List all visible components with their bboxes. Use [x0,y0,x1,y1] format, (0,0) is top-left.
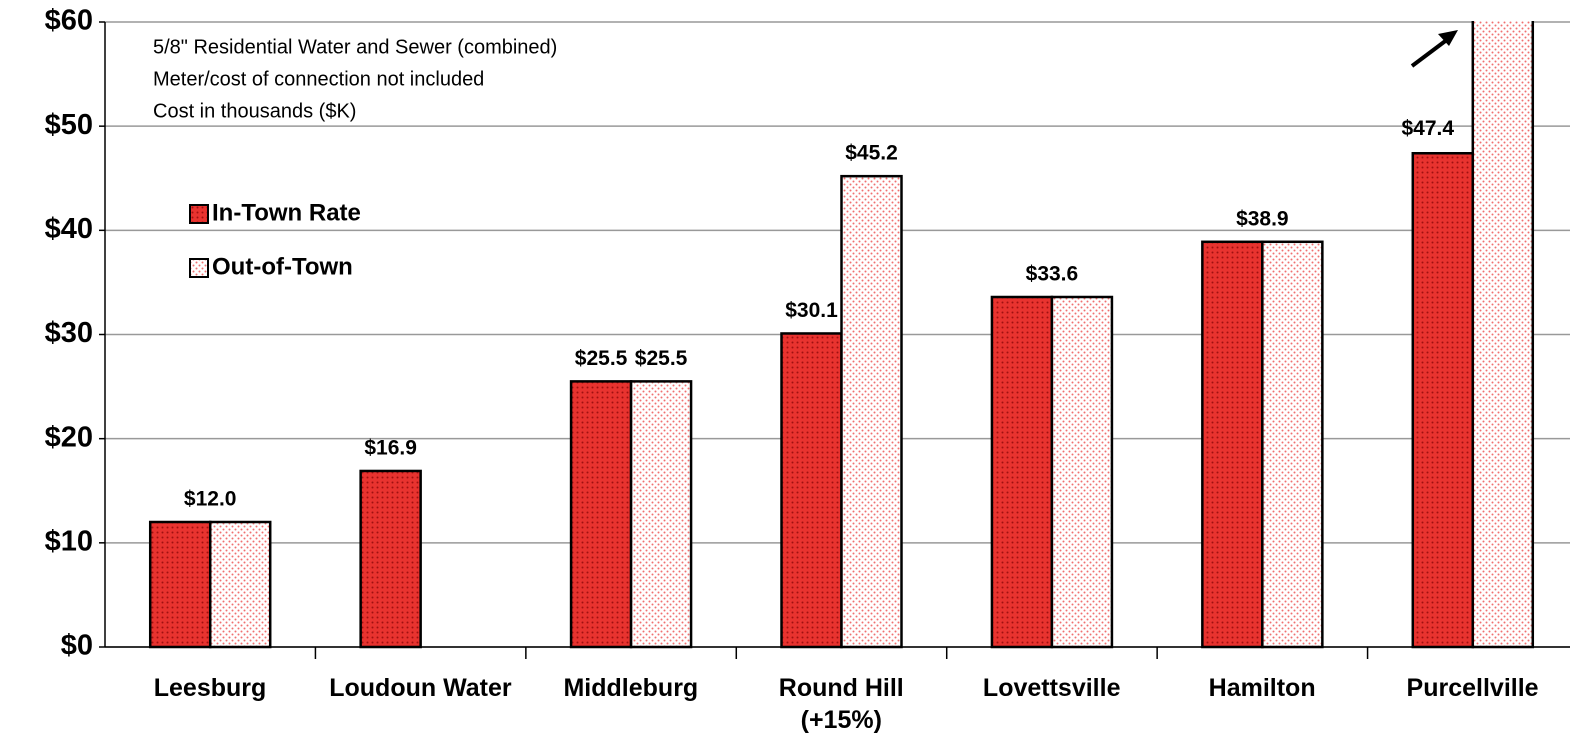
x-tick-label: Loudoun Water [329,674,512,702]
value-label: $25.5 [635,347,688,370]
bar [780,332,843,649]
x-tick-label: Lovettsville [982,674,1121,702]
x-tick-label: Middleburg [563,674,699,702]
bar [1050,295,1114,649]
y-tick-label: $60 [45,5,93,37]
x-tick-label: Hamilton [1208,674,1316,702]
y-tick-label: $40 [45,213,93,245]
value-label: $25.5 [575,347,628,370]
value-label: $47.4 [1402,117,1455,140]
y-tick-label: $50 [45,109,93,141]
bar [840,174,903,649]
bars [148,21,1535,649]
y-tick-label: $0 [61,630,93,662]
bar [148,520,212,649]
bar [1261,240,1324,649]
y-tick-label: $30 [45,317,93,349]
annotation: 5/8" Residential Water and Sewer (combin… [153,36,557,58]
legend-swatch [189,258,209,278]
bar [1201,240,1264,649]
legend-label: In-Town Rate [212,199,361,226]
bar [569,380,633,649]
legend-label: Out-of-Town [212,253,353,280]
bar [629,380,693,649]
value-label: $45.2 [845,142,898,165]
bar [990,295,1054,649]
legend-swatch [189,204,209,224]
value-label: $12.0 [184,488,237,511]
arrow-head [1438,30,1458,46]
bar [359,469,422,649]
annotation: Meter/cost of connection not included [153,68,484,90]
x-tick-label: Purcellville [1406,674,1539,702]
x-tick-label: Leesburg [153,674,267,702]
value-label: $30.1 [785,299,838,322]
value-label: $16.9 [364,437,417,460]
annotation: Cost in thousands ($K) [153,100,356,122]
value-label: $38.9 [1236,207,1289,230]
y-tick-label: $10 [45,525,93,557]
y-tick-label: $20 [45,421,93,453]
bar [1411,152,1475,649]
x-tick-label: Round Hill (+15%) [778,674,904,734]
bar [208,520,272,649]
value-label: $33.6 [1026,263,1079,286]
bar [1471,21,1535,649]
